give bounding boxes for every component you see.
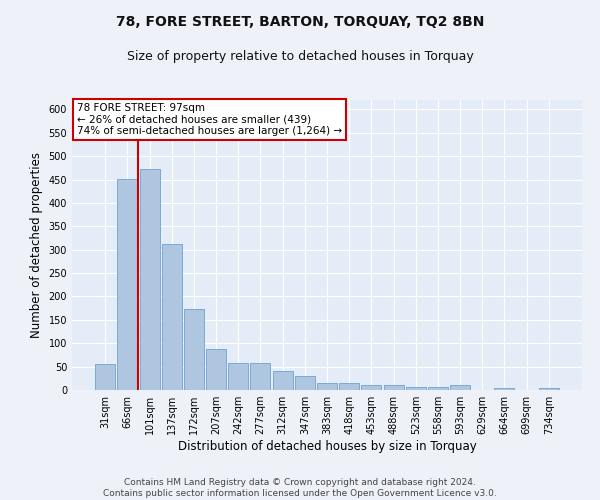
Bar: [95, 364, 115, 390]
Bar: [450, 386, 470, 390]
Bar: [539, 388, 559, 390]
Bar: [118, 178, 137, 390]
Y-axis label: Number of detached properties: Number of detached properties: [30, 152, 43, 338]
Text: Size of property relative to detached houses in Torquay: Size of property relative to detached ho…: [127, 50, 473, 63]
Text: 78 FORE STREET: 97sqm
← 26% of detached houses are smaller (439)
74% of semi-det: 78 FORE STREET: 97sqm ← 26% of detached …: [77, 103, 342, 136]
Bar: [383, 386, 404, 390]
Bar: [228, 364, 248, 390]
X-axis label: Distribution of detached houses by size in Torquay: Distribution of detached houses by size …: [178, 440, 476, 453]
Bar: [317, 383, 337, 390]
Bar: [250, 364, 271, 390]
Bar: [184, 308, 204, 390]
Text: Contains HM Land Registry data © Crown copyright and database right 2024.
Contai: Contains HM Land Registry data © Crown c…: [103, 478, 497, 498]
Bar: [494, 388, 514, 390]
Bar: [406, 387, 426, 390]
Bar: [361, 386, 382, 390]
Bar: [428, 387, 448, 390]
Bar: [162, 244, 182, 390]
Bar: [206, 349, 226, 390]
Text: 78, FORE STREET, BARTON, TORQUAY, TQ2 8BN: 78, FORE STREET, BARTON, TORQUAY, TQ2 8B…: [116, 15, 484, 29]
Bar: [140, 169, 160, 390]
Bar: [339, 383, 359, 390]
Bar: [295, 376, 315, 390]
Bar: [272, 371, 293, 390]
